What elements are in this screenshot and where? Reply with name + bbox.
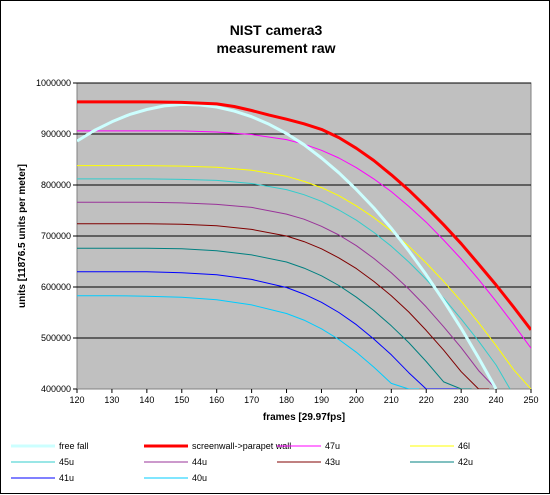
x-tick-label: 210 xyxy=(384,395,399,405)
legend-label: screenwall->parapet wall xyxy=(192,441,291,451)
x-tick-label: 170 xyxy=(244,395,259,405)
x-tick-label: 230 xyxy=(454,395,469,405)
y-tick-label: 800000 xyxy=(41,180,71,190)
x-tick-labels: 120 130 140 150 160 170 180 190 200 210 220 230 240 2… xyxy=(69,389,539,405)
legend-label: 45u xyxy=(59,457,74,467)
legend-label: 42u xyxy=(458,457,473,467)
legend-label: free fall xyxy=(59,441,89,451)
legend-label: 46l xyxy=(458,441,470,451)
y-tick-labels: 400000 500000 600000 700000 800000 900000 1000… xyxy=(36,78,71,394)
x-tick-label: 160 xyxy=(209,395,224,405)
series-line-free-fall xyxy=(77,102,498,389)
x-tick-label: 220 xyxy=(419,395,434,405)
series-line-43u xyxy=(77,223,490,389)
y-tick-label: 400000 xyxy=(41,384,71,394)
x-tick-label: 250 xyxy=(523,395,538,405)
chart-title-line1: NIST camera3 xyxy=(230,22,323,38)
legend-label: 44u xyxy=(192,457,207,467)
legend-label: 47u xyxy=(325,441,340,451)
y-tick-label: 600000 xyxy=(41,282,71,292)
x-tick-label: 200 xyxy=(349,395,364,405)
y-axis-title: units [11876.5 units per meter] xyxy=(17,164,28,308)
y-tick-label: 900000 xyxy=(41,129,71,139)
x-tick-label: 190 xyxy=(314,395,329,405)
x-tick-label: 130 xyxy=(104,395,119,405)
y-tick-label: 500000 xyxy=(41,333,71,343)
series-line-46l xyxy=(77,165,531,389)
x-tick-label: 180 xyxy=(279,395,294,405)
legend: free fall screenwall->parapet wall 47u 46l 4… xyxy=(11,441,473,483)
series-line-41u xyxy=(77,271,458,389)
legend-label: 43u xyxy=(325,457,340,467)
x-tick-label: 140 xyxy=(139,395,154,405)
legend-label: 41u xyxy=(59,473,74,483)
series-lines xyxy=(77,100,531,389)
series-line-47u xyxy=(77,130,531,349)
series-line-42u xyxy=(77,247,472,389)
x-axis-title: frames [29.97fps] xyxy=(263,412,345,423)
legend-label: 40u xyxy=(192,473,207,483)
series-line-44u xyxy=(77,201,497,389)
y-tick-label: 700000 xyxy=(41,231,71,241)
chart-title-line2: measurement raw xyxy=(216,40,335,56)
x-tick-label: 240 xyxy=(489,395,504,405)
series-line-40u xyxy=(77,295,420,389)
series-line-45u xyxy=(77,178,511,389)
x-tick-label: 150 xyxy=(174,395,189,405)
series-line-screenwall-parapet-wall xyxy=(77,100,531,331)
x-tick-label: 120 xyxy=(69,395,84,405)
y-tick-label: 1000000 xyxy=(36,78,71,88)
